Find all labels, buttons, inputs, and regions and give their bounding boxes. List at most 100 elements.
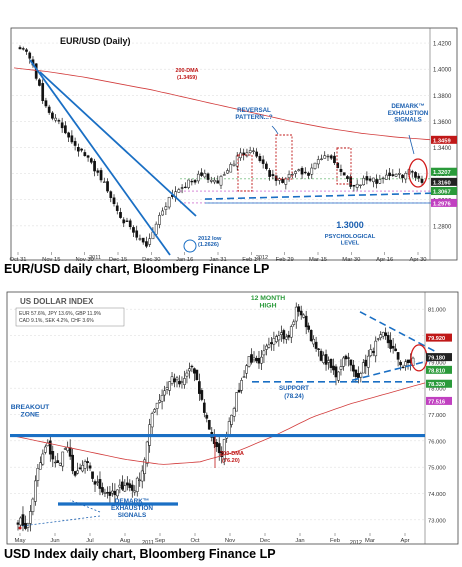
eurusd-candle — [64, 121, 67, 135]
eurusd-candle — [294, 170, 297, 178]
dxy-candle — [361, 359, 365, 374]
dxy-candle — [36, 464, 40, 487]
eurusd-candle — [138, 234, 142, 241]
dma-value: (1.3459) — [177, 75, 197, 81]
dxy-candle — [41, 449, 45, 466]
dxy-candle — [120, 475, 124, 491]
dxy-candle — [150, 411, 154, 435]
eurusd-candle — [384, 169, 388, 180]
eurusd-candle — [417, 173, 421, 182]
price-tag-label: 79.180 — [428, 356, 445, 362]
reversal-arrow — [271, 125, 279, 135]
dxy-candle — [51, 445, 55, 468]
eurusd-candle — [209, 176, 213, 184]
dxy-candle — [43, 444, 47, 455]
plot-frame — [10, 27, 458, 261]
eurusd-candle — [141, 237, 145, 245]
price-tag-label: 1.3459 — [433, 138, 452, 144]
dxy-candle — [81, 460, 84, 473]
eurusd-candle — [34, 63, 38, 81]
dxy-candle — [125, 476, 129, 491]
dxy-candle — [130, 480, 134, 498]
dxy-candle — [116, 489, 119, 499]
dxy-candle — [123, 479, 127, 492]
eurusd-candle — [372, 177, 375, 188]
eurusd-candle — [261, 155, 265, 169]
eurusd-candle — [112, 194, 116, 207]
dxy-candle — [113, 483, 117, 503]
demark-annotation: DEMARK™ EXHAUSTION SIGNALS — [388, 103, 429, 124]
dxy-candle — [262, 344, 266, 363]
y-tick-label: 75.000 — [428, 466, 446, 472]
eurusd-candle — [93, 158, 96, 177]
y-tick-label: 1.3800 — [433, 94, 452, 100]
y-tick-label: 1.3400 — [433, 146, 452, 152]
dxy-candle — [190, 364, 194, 373]
y-tick-label: 73.000 — [428, 518, 446, 524]
dxy-candle — [180, 376, 184, 389]
dxy-candle — [329, 358, 333, 373]
dxy-candle — [374, 336, 378, 363]
eurusd-candle — [339, 164, 343, 176]
dxy-candle — [347, 352, 350, 367]
price-tag-box — [431, 167, 457, 176]
dxy-candle — [101, 482, 104, 496]
eurusd-candle — [80, 148, 83, 153]
dxy-candle — [155, 402, 159, 416]
eurusd-candle — [255, 148, 259, 159]
dxy-candle — [250, 348, 253, 365]
eurusd-candle — [47, 104, 51, 115]
dxy-candle — [314, 336, 318, 352]
price-tag-box — [426, 379, 452, 388]
dxy-candle — [138, 472, 142, 487]
eurusd-candle — [135, 225, 139, 241]
usd-index-caption: USD Index daily chart, Bloomberg Finance… — [4, 547, 276, 561]
dxy-candle — [198, 373, 201, 401]
price-tag-label: 77.516 — [428, 399, 445, 405]
price-tag-box — [426, 353, 452, 362]
dxy-candle — [88, 462, 92, 471]
dxy-candle — [240, 377, 243, 394]
dxy-candle — [317, 348, 320, 357]
dxy-candle — [220, 446, 224, 464]
x-tick-label: Jul — [86, 538, 93, 544]
eurusd-candle — [271, 169, 275, 180]
dxy-candle — [73, 470, 77, 478]
eurusd-candle — [297, 168, 301, 172]
dxy-candle — [63, 446, 67, 450]
eurusd-candle — [125, 217, 129, 222]
dxy-candle — [332, 358, 335, 375]
x-tick-label: Jan 31 — [209, 257, 226, 262]
price-tag-box — [426, 396, 452, 405]
price-tag-box — [426, 333, 452, 342]
dxy-candle — [235, 392, 238, 412]
y-tick-label: 79.000 — [428, 360, 446, 366]
candles — [16, 302, 415, 532]
dxy-candle — [39, 456, 42, 470]
x-tick-label: Mar 30 — [342, 257, 360, 262]
eurusd-candle — [99, 167, 103, 183]
dxy-candle — [275, 334, 278, 344]
eurusd-candle — [145, 236, 148, 249]
dxy-candle — [178, 375, 181, 388]
dxy-candle — [344, 354, 348, 366]
eurusd-candle — [102, 177, 106, 183]
reversal-box — [336, 147, 352, 185]
eurusd-candle — [287, 170, 291, 182]
eurusd-candle — [77, 143, 80, 157]
dxy-candle — [386, 331, 390, 349]
dxy-candle — [282, 328, 286, 344]
dxy-candle — [207, 419, 211, 430]
eurusd-candle — [368, 175, 372, 183]
dxy-candle — [302, 313, 306, 319]
dxy-candle — [175, 375, 179, 388]
price-tag-box — [426, 365, 452, 374]
eurusd-candle — [219, 174, 223, 189]
dxy-candle — [309, 329, 313, 343]
dxy-candle — [304, 310, 308, 335]
dxy-candle — [188, 362, 191, 379]
eurusd-candle — [232, 160, 236, 167]
eurusd-candle — [310, 163, 314, 179]
eurusd-candle — [96, 168, 100, 176]
eurusd-candle — [183, 182, 187, 189]
